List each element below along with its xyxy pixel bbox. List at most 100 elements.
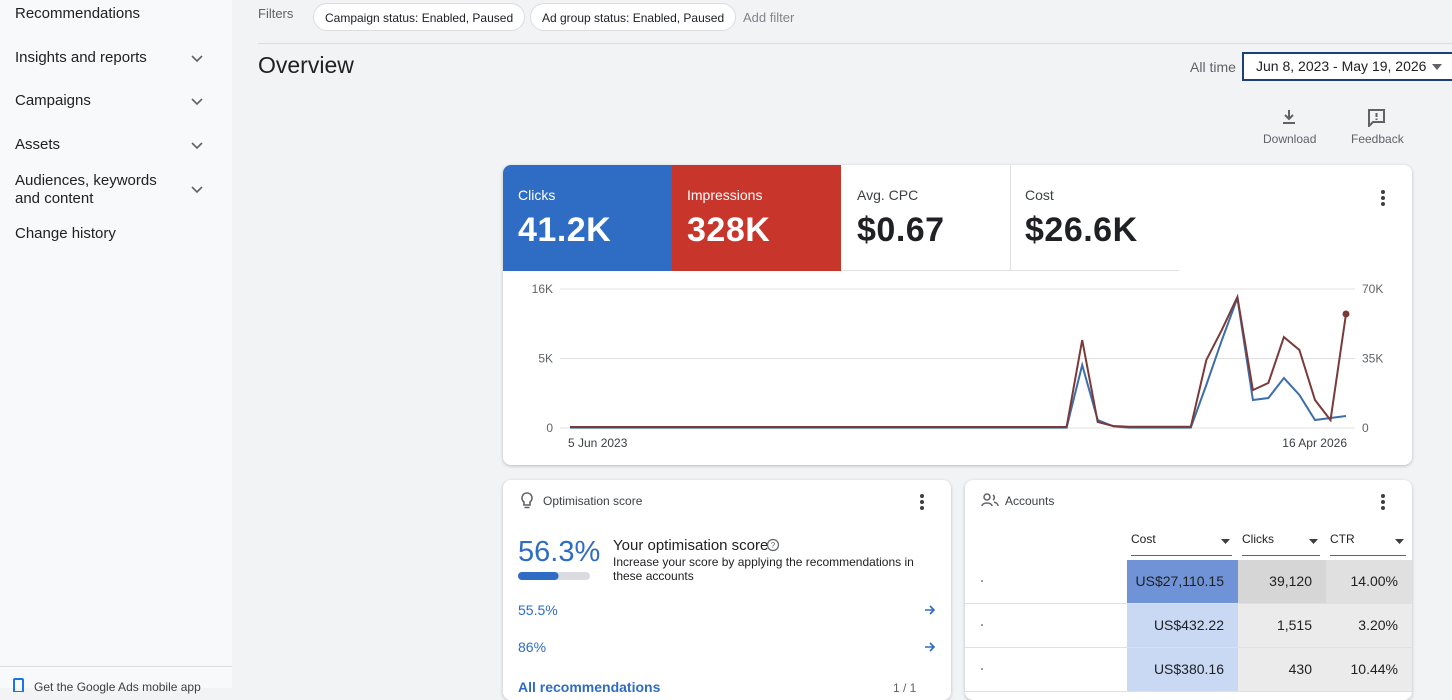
divider [0, 666, 232, 667]
chevron[interactable] [190, 182, 204, 196]
more-menu[interactable] [1379, 493, 1387, 511]
overview-card: Clicks 41.2K Impressions 328K Avg. CPC $0.6… [503, 165, 1412, 465]
table-cell: US$432.22 [1127, 604, 1238, 647]
feedback-icon[interactable] [1367, 108, 1386, 127]
pager: 1 / 1 [893, 681, 917, 695]
optimisation-card: Optimisation score 56.3% Your optimisati… [503, 480, 951, 700]
nav-item[interactable]: Campaigns [15, 92, 91, 109]
column-header[interactable]: CTR [1330, 532, 1406, 556]
nav-item[interactable]: Change history [15, 225, 116, 242]
range-label: All time [1190, 59, 1236, 75]
table-cell: US$27,110.15 [1127, 560, 1238, 603]
row-divider [965, 691, 1412, 692]
account-score[interactable]: 86% [518, 639, 547, 655]
download-label[interactable]: Download [1263, 132, 1317, 146]
chevron[interactable] [190, 94, 204, 108]
arrow-icon[interactable] [924, 604, 936, 616]
all-recommendations-link[interactable]: All recommendations [518, 679, 661, 695]
x-tick-label: 5 Jun 2023 [568, 436, 628, 450]
y2-tick-label: 70K [1362, 282, 1383, 296]
metric-tile[interactable]: Avg. CPC $0.67 [842, 165, 1011, 271]
metric-name: Avg. CPC [857, 187, 919, 203]
row-marker [981, 624, 983, 626]
sort-arrow [1221, 539, 1230, 544]
chevron[interactable] [190, 138, 204, 152]
accounts-icon [981, 493, 999, 507]
score-bar [518, 572, 590, 580]
metric-name: Clicks [518, 187, 556, 203]
filters-label: Filters [258, 6, 294, 21]
series-line [570, 293, 1347, 428]
date-picker[interactable]: Jun 8, 2023 - May 19, 2026 [1242, 52, 1452, 81]
series-line [570, 297, 1347, 429]
metric-value: 328K [687, 211, 771, 249]
x-tick-label: 16 Apr 2026 [1282, 436, 1347, 450]
sort-arrow [1395, 539, 1404, 544]
y2-tick-label: 0 [1362, 421, 1369, 435]
chevron[interactable] [190, 51, 204, 65]
dropdown-arrow [1432, 64, 1442, 70]
point [1342, 310, 1350, 318]
table-cell: 39,120 [1238, 560, 1326, 603]
filter-chip[interactable]: Campaign status: Enabled, Paused [313, 3, 526, 31]
svg-text:?: ? [771, 541, 776, 550]
y2-tick-label: 35K [1362, 352, 1383, 366]
card-title: Accounts [1005, 494, 1055, 508]
divider [258, 43, 1452, 44]
card-title: Optimisation score [543, 494, 643, 508]
phone-icon [13, 678, 24, 692]
page-title: Overview [258, 52, 354, 78]
card-body [503, 522, 951, 700]
nav-item[interactable]: Audiences, keywords and content [15, 172, 157, 207]
feedback-label[interactable]: Feedback [1351, 132, 1404, 146]
download-icon[interactable] [1280, 108, 1298, 126]
table-cell: 1,515 [1238, 604, 1326, 647]
metric-name: Impressions [687, 187, 763, 203]
nav-item[interactable]: Assets [15, 136, 61, 153]
table-cell: 14.00% [1326, 560, 1412, 603]
more-menu[interactable] [1379, 189, 1387, 207]
arrow-icon[interactable] [924, 641, 936, 653]
row-divider [965, 647, 1412, 648]
table-cell: 3.20% [1326, 604, 1412, 647]
accounts-table: Cost Clicks CTR US$27,110.15 39,120 14.00% US$… [965, 480, 1412, 700]
filter-chip[interactable]: Ad group status: Enabled, Paused [530, 3, 737, 31]
nav-item[interactable]: Insights and reports [15, 49, 147, 66]
more-menu[interactable] [918, 493, 926, 511]
nav-item[interactable]: Recommendations [15, 5, 141, 22]
table-cell: 430 [1238, 648, 1326, 691]
app-link[interactable]: Get the Google Ads mobile app [34, 680, 201, 694]
bulb-icon [521, 492, 533, 509]
metric-tile[interactable]: Cost $26.6K [1010, 165, 1179, 271]
sidebar: Recommendations Insights and reports Cam… [0, 0, 232, 694]
accounts-card: Accounts Cost Clicks CTR US$27,110.15 39,120… [965, 480, 1412, 700]
row-marker [981, 580, 983, 582]
metric-value: 41.2K [518, 211, 612, 249]
y-tick-label: 16K [532, 282, 553, 296]
row-divider [965, 603, 1412, 604]
line-chart: 70K 35K 0 16K 5K 0 5 Jun 2023 16 Apr 2026 [532, 282, 1384, 450]
date-range: Jun 8, 2023 - May 19, 2026 [1256, 58, 1427, 74]
metric-tile[interactable]: Clicks 41.2K [503, 165, 672, 271]
metric-name: Cost [1025, 187, 1054, 203]
score-description: Increase your score by applying the reco… [613, 555, 914, 583]
y-tick-label: 0 [546, 421, 553, 435]
table-cell: 10.44% [1326, 648, 1412, 691]
score-fill [518, 572, 559, 580]
account-score[interactable]: 55.5% [518, 602, 558, 618]
y-tick-label: 5K [538, 352, 553, 366]
score: 56.3% [518, 536, 601, 568]
table-cell: US$380.16 [1127, 648, 1238, 691]
help-icon[interactable]: ? [766, 538, 780, 552]
metric-tile[interactable]: Impressions 328K [672, 165, 841, 271]
metric-value: $0.67 [857, 211, 945, 249]
column-header[interactable]: Clicks [1242, 532, 1320, 556]
sort-arrow [1309, 539, 1318, 544]
column-header[interactable]: Cost [1131, 532, 1232, 556]
score-heading: Your optimisation score [613, 537, 769, 554]
metric-value: $26.6K [1025, 211, 1138, 249]
row-marker [981, 668, 983, 670]
add-filter[interactable]: Add filter [743, 10, 795, 25]
